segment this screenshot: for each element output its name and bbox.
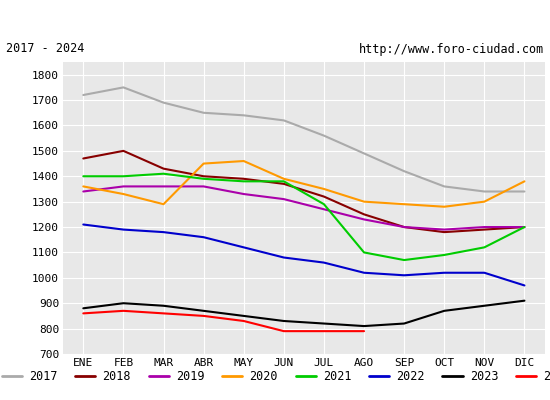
Text: 2018: 2018 (103, 370, 131, 382)
Text: 2021: 2021 (323, 370, 351, 382)
Text: http://www.foro-ciudad.com: http://www.foro-ciudad.com (359, 42, 544, 56)
Text: 2022: 2022 (397, 370, 425, 382)
Text: 2019: 2019 (176, 370, 205, 382)
Text: 2017: 2017 (29, 370, 58, 382)
Text: Evolucion del paro registrado en Coria: Evolucion del paro registrado en Coria (85, 9, 465, 27)
Text: 2023: 2023 (470, 370, 498, 382)
Text: 2020: 2020 (250, 370, 278, 382)
Text: 2024: 2024 (543, 370, 550, 382)
Text: 2017 - 2024: 2017 - 2024 (6, 42, 84, 56)
